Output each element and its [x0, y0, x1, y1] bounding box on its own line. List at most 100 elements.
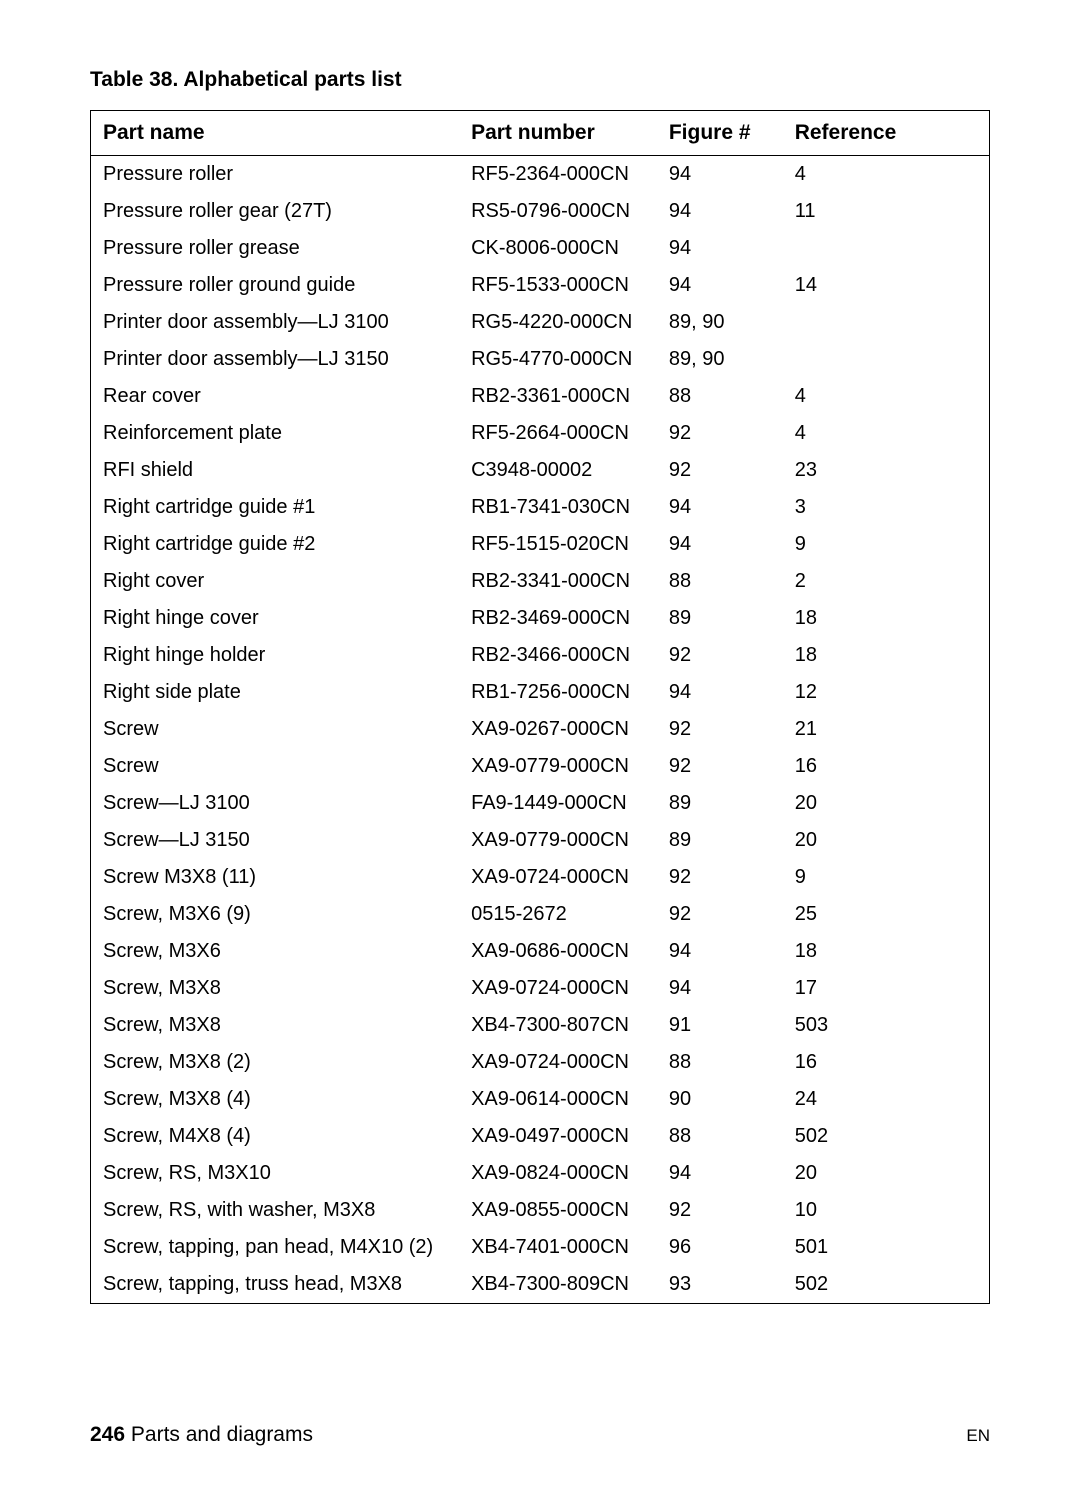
- table-row: Screw—LJ 3150XA9-0779-000CN8920: [91, 822, 990, 859]
- table-cell: 89: [657, 822, 783, 859]
- table-cell: XA9-0824-000CN: [459, 1155, 657, 1192]
- table-row: Printer door assembly—LJ 3100RG5-4220-00…: [91, 304, 990, 341]
- table-row: RFI shieldC3948-000029223: [91, 452, 990, 489]
- table-cell: RB2-3341-000CN: [459, 563, 657, 600]
- table-cell: 18: [783, 600, 990, 637]
- table-cell: 91: [657, 1007, 783, 1044]
- table-cell: 20: [783, 785, 990, 822]
- table-cell: RF5-1533-000CN: [459, 267, 657, 304]
- table-cell: XA9-0686-000CN: [459, 933, 657, 970]
- table-cell: 503: [783, 1007, 990, 1044]
- table-row: Screw, M3X8XB4-7300-807CN91503: [91, 1007, 990, 1044]
- table-cell: RG5-4220-000CN: [459, 304, 657, 341]
- table-cell: [783, 230, 990, 267]
- table-cell: RB2-3466-000CN: [459, 637, 657, 674]
- footer-left: 246 Parts and diagrams: [90, 1423, 313, 1447]
- table-cell: 14: [783, 267, 990, 304]
- table-cell: 94: [657, 193, 783, 230]
- table-cell: Printer door assembly—LJ 3150: [91, 341, 460, 378]
- table-cell: Rear cover: [91, 378, 460, 415]
- table-row: Screw, RS, with washer, M3X8XA9-0855-000…: [91, 1192, 990, 1229]
- table-cell: RF5-1515-020CN: [459, 526, 657, 563]
- table-cell: Screw, M3X8: [91, 1007, 460, 1044]
- table-cell: 23: [783, 452, 990, 489]
- table-row: Printer door assembly—LJ 3150RG5-4770-00…: [91, 341, 990, 378]
- table-cell: RS5-0796-000CN: [459, 193, 657, 230]
- table-cell: 93: [657, 1266, 783, 1304]
- table-cell: 88: [657, 1044, 783, 1081]
- table-row: Screw—LJ 3100FA9-1449-000CN8920: [91, 785, 990, 822]
- table-cell: 94: [657, 230, 783, 267]
- table-cell: RB2-3361-000CN: [459, 378, 657, 415]
- footer-right-label: EN: [966, 1426, 990, 1446]
- table-cell: Screw, M3X8 (2): [91, 1044, 460, 1081]
- column-header-part-number: Part number: [459, 111, 657, 156]
- table-cell: 88: [657, 563, 783, 600]
- table-cell: RFI shield: [91, 452, 460, 489]
- table-cell: 9: [783, 859, 990, 896]
- table-row: Rear coverRB2-3361-000CN884: [91, 378, 990, 415]
- table-row: Pressure roller gear (27T)RS5-0796-000CN…: [91, 193, 990, 230]
- table-cell: [783, 304, 990, 341]
- table-cell: Pressure roller: [91, 156, 460, 194]
- table-cell: 4: [783, 156, 990, 194]
- table-cell: Printer door assembly—LJ 3100: [91, 304, 460, 341]
- table-cell: 20: [783, 1155, 990, 1192]
- table-row: Screw, tapping, pan head, M4X10 (2)XB4-7…: [91, 1229, 990, 1266]
- table-cell: 94: [657, 674, 783, 711]
- table-row: Right hinge holderRB2-3466-000CN9218: [91, 637, 990, 674]
- table-row: ScrewXA9-0267-000CN9221: [91, 711, 990, 748]
- table-cell: XA9-0724-000CN: [459, 1044, 657, 1081]
- table-cell: Screw, tapping, pan head, M4X10 (2): [91, 1229, 460, 1266]
- table-caption: Table 38. Alphabetical parts list: [90, 68, 990, 92]
- page-footer: 246 Parts and diagrams EN: [90, 1423, 990, 1447]
- table-row: Screw, tapping, truss head, M3X8XB4-7300…: [91, 1266, 990, 1304]
- table-cell: Right hinge holder: [91, 637, 460, 674]
- table-cell: XA9-0724-000CN: [459, 970, 657, 1007]
- table-cell: Right cartridge guide #1: [91, 489, 460, 526]
- parts-table: Part name Part number Figure # Reference…: [90, 110, 990, 1304]
- table-cell: Screw, RS, with washer, M3X8: [91, 1192, 460, 1229]
- table-cell: Screw, M3X8 (4): [91, 1081, 460, 1118]
- table-cell: 18: [783, 933, 990, 970]
- table-cell: RG5-4770-000CN: [459, 341, 657, 378]
- table-cell: Pressure roller ground guide: [91, 267, 460, 304]
- table-cell: Screw, M3X8: [91, 970, 460, 1007]
- table-cell: 94: [657, 1155, 783, 1192]
- table-cell: 94: [657, 970, 783, 1007]
- table-row: Screw, RS, M3X10XA9-0824-000CN9420: [91, 1155, 990, 1192]
- table-cell: Right cartridge guide #2: [91, 526, 460, 563]
- table-cell: Screw: [91, 711, 460, 748]
- table-cell: 4: [783, 378, 990, 415]
- table-cell: 25: [783, 896, 990, 933]
- table-cell: 502: [783, 1266, 990, 1304]
- table-cell: RB1-7256-000CN: [459, 674, 657, 711]
- table-row: Screw M3X8 (11)XA9-0724-000CN929: [91, 859, 990, 896]
- table-cell: 94: [657, 156, 783, 194]
- table-row: Right cartridge guide #2RF5-1515-020CN94…: [91, 526, 990, 563]
- table-row: Screw, M3X8 (2)XA9-0724-000CN8816: [91, 1044, 990, 1081]
- table-cell: 11: [783, 193, 990, 230]
- table-cell: Screw—LJ 3100: [91, 785, 460, 822]
- table-cell: 92: [657, 452, 783, 489]
- table-cell: RF5-2664-000CN: [459, 415, 657, 452]
- table-cell: Screw, M3X6: [91, 933, 460, 970]
- table-cell: 96: [657, 1229, 783, 1266]
- table-body: Pressure rollerRF5-2364-000CN944Pressure…: [91, 156, 990, 1304]
- table-cell: Pressure roller gear (27T): [91, 193, 460, 230]
- table-cell: 90: [657, 1081, 783, 1118]
- table-cell: Screw, tapping, truss head, M3X8: [91, 1266, 460, 1304]
- table-cell: 12: [783, 674, 990, 711]
- table-row: Right hinge coverRB2-3469-000CN8918: [91, 600, 990, 637]
- table-cell: 18: [783, 637, 990, 674]
- column-header-figure: Figure #: [657, 111, 783, 156]
- table-row: Screw, M3X8 (4)XA9-0614-000CN9024: [91, 1081, 990, 1118]
- table-row: Right coverRB2-3341-000CN882: [91, 563, 990, 600]
- table-cell: Screw M3X8 (11): [91, 859, 460, 896]
- table-cell: 89: [657, 785, 783, 822]
- table-cell: Screw: [91, 748, 460, 785]
- table-cell: XA9-0497-000CN: [459, 1118, 657, 1155]
- table-row: ScrewXA9-0779-000CN9216: [91, 748, 990, 785]
- table-cell: 94: [657, 526, 783, 563]
- table-cell: 4: [783, 415, 990, 452]
